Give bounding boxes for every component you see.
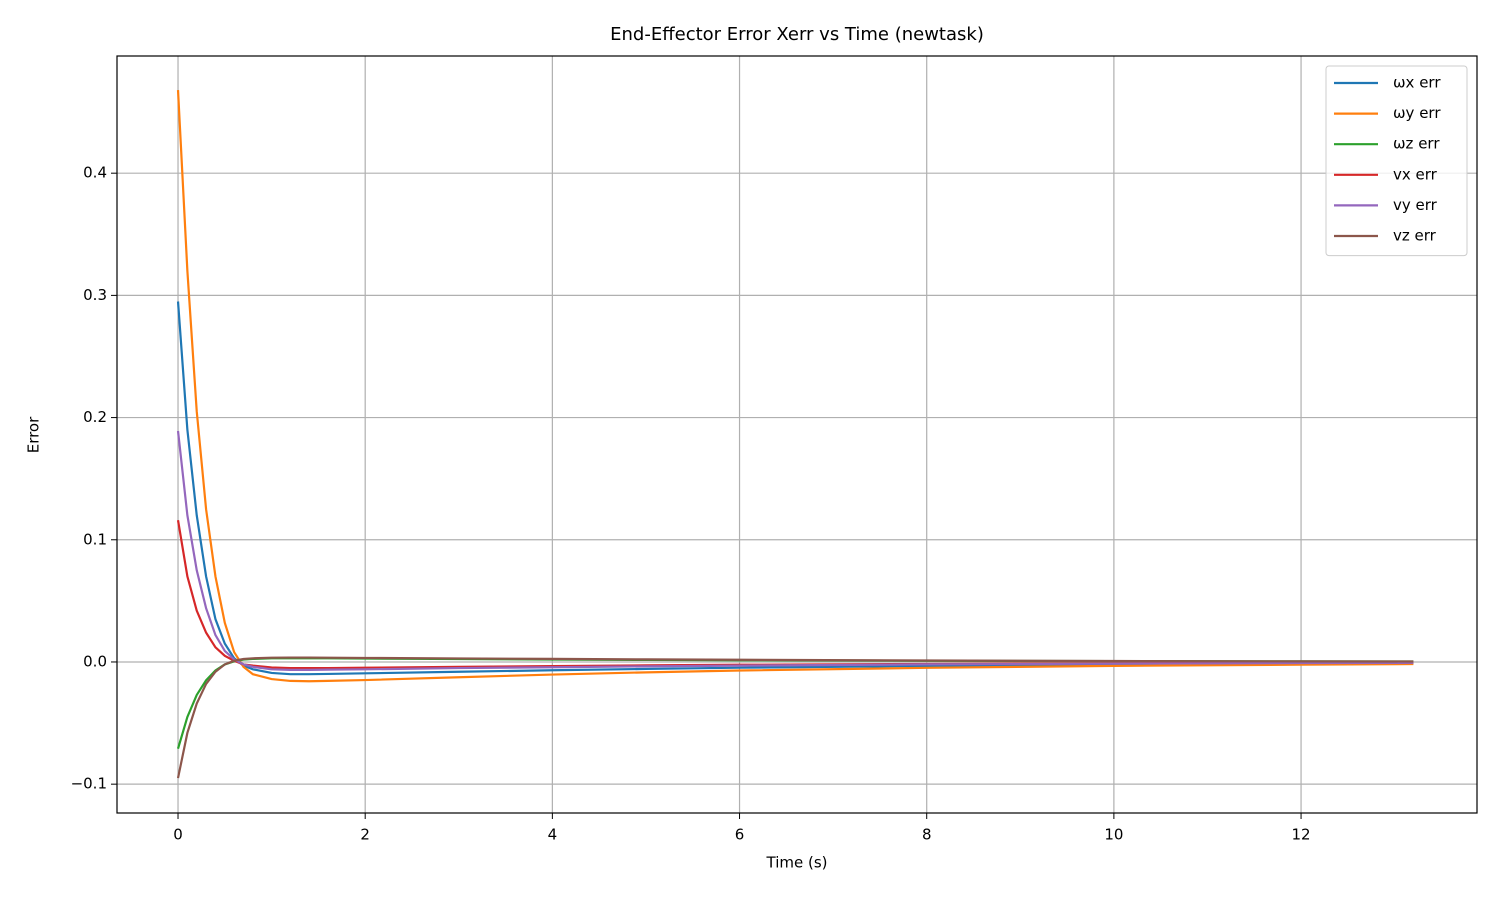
y-tick-label: 0.2 [83, 408, 107, 426]
y-tick-label: 0.3 [83, 286, 107, 304]
y-tick-label: −0.1 [71, 775, 107, 793]
chart-title: End-Effector Error Xerr vs Time (newtask… [610, 24, 984, 45]
series-line [176, 90, 1414, 683]
y-tick-label: 0.4 [83, 164, 107, 182]
x-tick-label: 2 [360, 826, 370, 844]
x-tick-label: 6 [735, 826, 745, 844]
series-line [176, 301, 1414, 676]
legend-label: vz err [1393, 227, 1437, 245]
legend-label: ωx err [1393, 74, 1441, 92]
legend-label: ωy err [1393, 104, 1441, 122]
legend-label: vy err [1393, 196, 1438, 214]
legend-label: ωz err [1393, 135, 1440, 153]
legend-label: vx err [1393, 165, 1438, 183]
y-tick-label: 0.1 [83, 530, 107, 548]
legend: ωx err ωy err ωz err vx err vy err vz err [1325, 65, 1468, 257]
x-axis-label: Time (s) [766, 854, 828, 872]
x-tick-label: 8 [922, 826, 932, 844]
x-tick-label: 0 [173, 826, 183, 844]
x-tick-label: 4 [548, 826, 558, 844]
y-tick-label: 0.0 [83, 652, 107, 670]
y-axis-label: Error [25, 416, 43, 453]
plot-frame [116, 55, 1478, 814]
series-line [176, 656, 1414, 779]
x-tick-label: 10 [1104, 826, 1123, 844]
x-tick-label: 12 [1292, 826, 1311, 844]
series-line [176, 430, 1414, 672]
